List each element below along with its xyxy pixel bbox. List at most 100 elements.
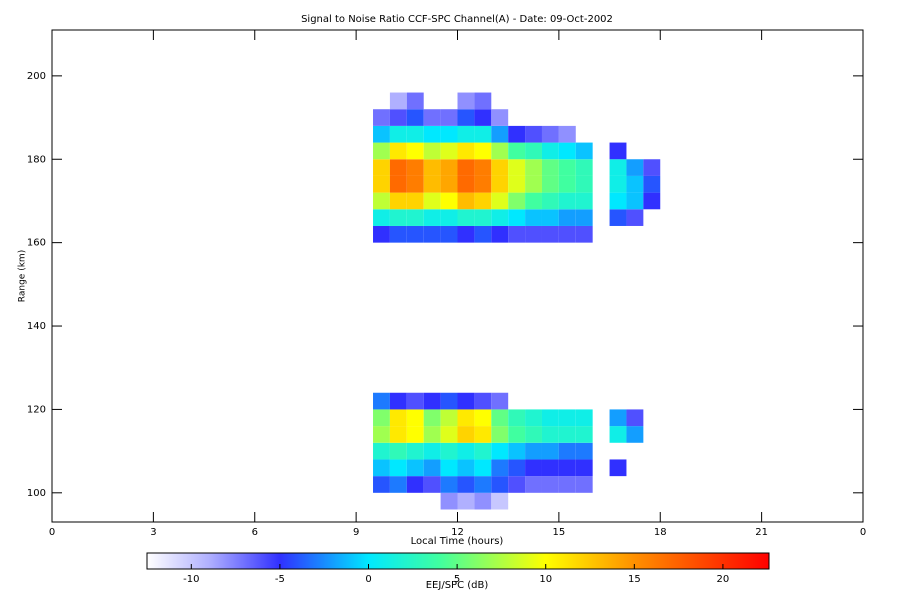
heatmap-cell bbox=[440, 476, 458, 493]
heatmap-cell bbox=[389, 192, 407, 210]
heatmap-cell bbox=[541, 409, 559, 427]
heatmap-cell bbox=[558, 476, 576, 493]
heatmap-cell bbox=[491, 142, 509, 160]
heatmap-cell bbox=[406, 476, 424, 493]
heatmap-cell bbox=[609, 409, 627, 427]
heatmap-cell bbox=[508, 125, 526, 143]
heatmap-cell bbox=[575, 476, 593, 493]
heatmap-cell bbox=[626, 175, 644, 193]
heatmap-cell bbox=[406, 159, 424, 176]
heatmap-cell bbox=[558, 175, 576, 193]
heatmap-cell bbox=[541, 442, 559, 460]
heatmap-cell bbox=[457, 392, 475, 410]
colorbar-tick-label: 5 bbox=[454, 574, 460, 585]
heatmap-cell bbox=[457, 92, 475, 110]
heatmap-cell bbox=[541, 159, 559, 176]
heatmap-cell bbox=[440, 125, 458, 143]
x-tick-label: 6 bbox=[252, 527, 258, 538]
heatmap-cell bbox=[508, 442, 526, 460]
heatmap-cell bbox=[575, 209, 593, 226]
heatmap-cell bbox=[474, 409, 492, 427]
heatmap-cell bbox=[423, 442, 441, 460]
y-tick-label: 100 bbox=[27, 488, 46, 499]
heatmap-cell bbox=[541, 476, 559, 493]
heatmap-cell bbox=[389, 159, 407, 176]
heatmap-cell bbox=[558, 426, 576, 443]
heatmap-cell bbox=[575, 192, 593, 210]
heatmap-cell bbox=[626, 409, 644, 427]
heatmap-cell bbox=[457, 476, 475, 493]
heatmap-cell bbox=[457, 142, 475, 160]
y-tick-label: 180 bbox=[27, 154, 46, 165]
heatmap-cell bbox=[457, 192, 475, 210]
heatmap-cell bbox=[474, 209, 492, 226]
colorbar bbox=[146, 552, 770, 570]
heatmap-cell bbox=[406, 92, 424, 110]
heatmap-cell bbox=[389, 426, 407, 443]
colorbar-tick-label: 10 bbox=[539, 574, 552, 585]
heatmap-cell bbox=[423, 142, 441, 160]
heatmap-cell bbox=[474, 159, 492, 176]
heatmap-cell bbox=[525, 142, 542, 160]
heatmap-cell bbox=[508, 142, 526, 160]
colorbar-label: EEJ/SPC (dB) bbox=[426, 580, 489, 591]
heatmap-cell bbox=[423, 192, 441, 210]
x-axis-label: Local Time (hours) bbox=[411, 536, 504, 547]
heatmap-cell bbox=[491, 125, 509, 143]
y-tick-label: 120 bbox=[27, 404, 46, 415]
heatmap-cell bbox=[457, 159, 475, 176]
heatmap-cell bbox=[474, 109, 492, 126]
heatmap-cell bbox=[525, 175, 542, 193]
colorbar-tick-label: -10 bbox=[183, 574, 199, 585]
heatmap-cell bbox=[626, 209, 644, 226]
heatmap-cell bbox=[406, 175, 424, 193]
heatmap-cell bbox=[423, 225, 441, 243]
heatmap-cell bbox=[373, 442, 390, 460]
heatmap-cell bbox=[609, 159, 627, 176]
heatmap-cell bbox=[525, 209, 542, 226]
heatmap-cell bbox=[575, 426, 593, 443]
heatmap-cell bbox=[423, 426, 441, 443]
heatmap-cell bbox=[474, 192, 492, 210]
heatmap-cell bbox=[491, 159, 509, 176]
heatmap-cell bbox=[373, 142, 390, 160]
heatmap-cell bbox=[474, 476, 492, 493]
heatmap-cell bbox=[508, 459, 526, 477]
heatmap-cell bbox=[474, 442, 492, 460]
heatmap-cell bbox=[457, 209, 475, 226]
heatmap-cell bbox=[508, 225, 526, 243]
heatmap-cell bbox=[508, 409, 526, 427]
heatmap-cell bbox=[491, 192, 509, 210]
heatmap-cell bbox=[575, 442, 593, 460]
x-tick-label: 18 bbox=[654, 527, 667, 538]
heatmap-cell bbox=[389, 225, 407, 243]
heatmap-cell bbox=[423, 409, 441, 427]
heatmap-cell bbox=[558, 442, 576, 460]
heatmap-cell bbox=[491, 476, 509, 493]
heatmap-cell bbox=[508, 192, 526, 210]
heatmap-cell bbox=[389, 459, 407, 477]
heatmap-cell bbox=[457, 109, 475, 126]
heatmap-cell bbox=[406, 426, 424, 443]
heatmap-cell bbox=[525, 442, 542, 460]
heatmap-cell bbox=[406, 125, 424, 143]
heatmap-cell bbox=[440, 442, 458, 460]
heatmap-cell bbox=[575, 175, 593, 193]
heatmap-cell bbox=[457, 225, 475, 243]
colorbar-tick-label: 15 bbox=[628, 574, 641, 585]
heatmap-cell bbox=[541, 209, 559, 226]
heatmap-cell bbox=[491, 175, 509, 193]
heatmap-cell bbox=[525, 159, 542, 176]
heatmap-cell bbox=[373, 476, 390, 493]
heatmap-cell bbox=[491, 109, 509, 126]
x-tick-label: 0 bbox=[860, 527, 866, 538]
heatmap-cell bbox=[389, 142, 407, 160]
heatmap-cell bbox=[406, 409, 424, 427]
heatmap-cell bbox=[508, 476, 526, 493]
heatmap-cell bbox=[457, 426, 475, 443]
heatmap-cell bbox=[440, 459, 458, 477]
heatmap-cell bbox=[373, 125, 390, 143]
heatmap-cell bbox=[440, 209, 458, 226]
heatmap-cell bbox=[558, 225, 576, 243]
heatmap-cell bbox=[373, 209, 390, 226]
